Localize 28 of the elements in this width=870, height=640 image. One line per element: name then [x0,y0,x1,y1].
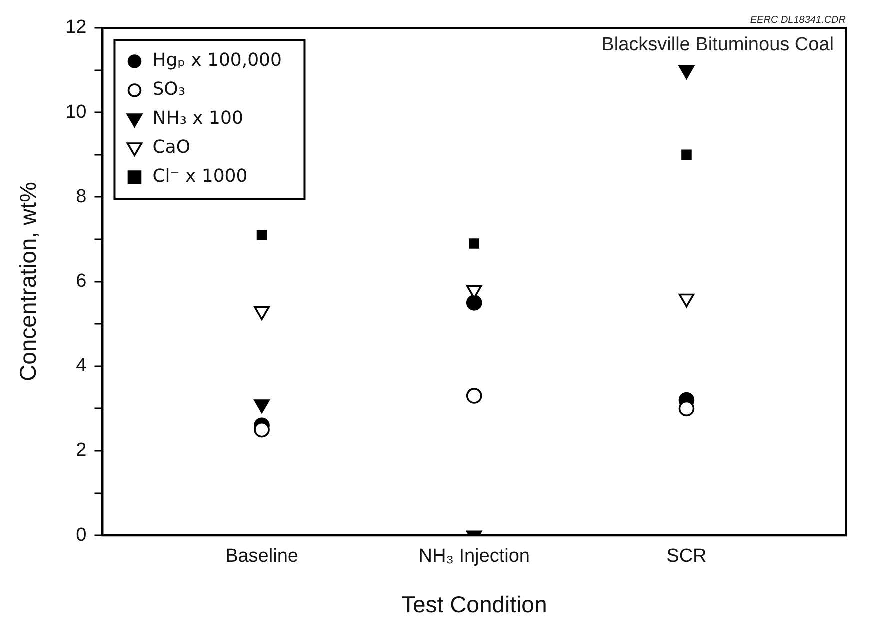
legend-label: SO₃ [152,79,186,100]
legend-label: Hgₚ x 100,000 [152,50,282,72]
point [254,422,270,438]
y-tick-label: 10 [66,102,87,123]
y-tick-label: 4 [76,356,88,377]
y-tick-label: 8 [76,186,87,208]
point [682,150,692,160]
legend-label: NH₃ x 100 [152,108,244,130]
x-axis-title: Test Condition [401,592,548,618]
y-tick-label: 2 [76,440,87,462]
point [256,230,268,240]
legend-label: CaO [152,137,191,158]
text: EERC DL18341.CDR [750,14,846,26]
y-tick-label: 6 [76,271,87,292]
x-tick-label: Baseline [226,546,298,568]
y-tick-label: 12 [66,17,87,38]
point [678,65,695,80]
point [678,400,695,417]
y-tick-label: 0 [76,524,87,546]
x-tick-label: NH₃ Injection [418,546,530,568]
point [466,295,482,311]
x-tick-label: SCR [666,546,707,568]
legend-label: Cl⁻ x 1000 [152,166,248,188]
point [678,294,695,308]
point [466,388,482,404]
annotation: Blacksville Bituminous Coal [602,34,834,56]
y-axis-title: Concentration, wt% [15,182,42,382]
point [469,238,480,249]
